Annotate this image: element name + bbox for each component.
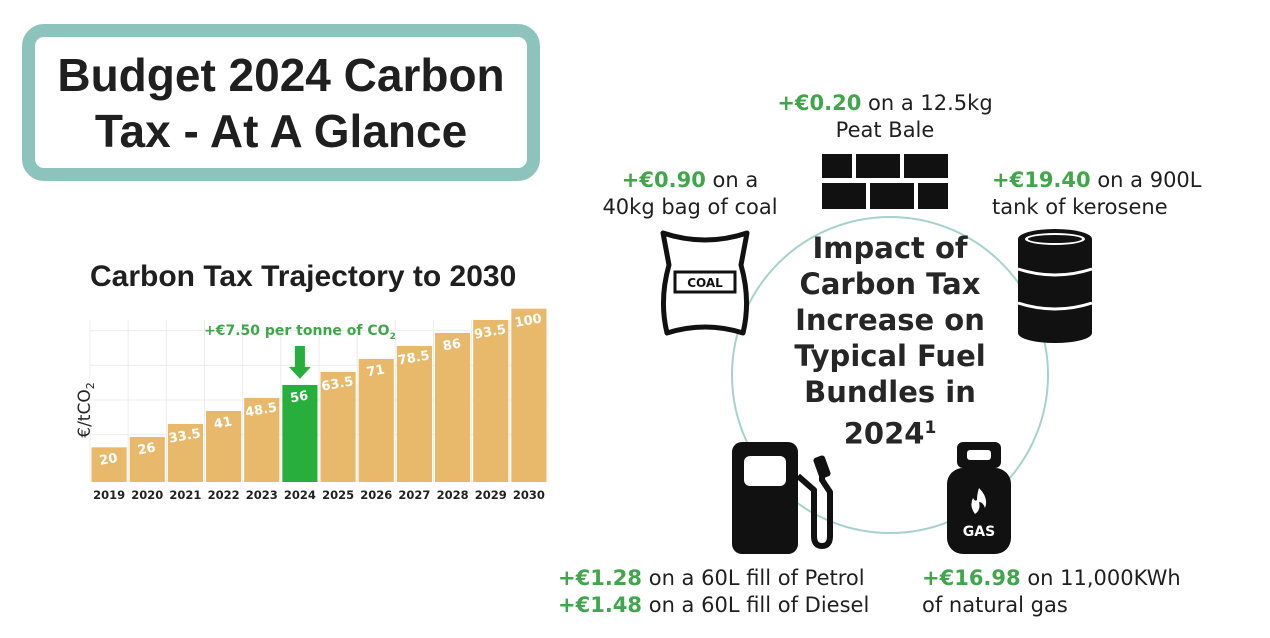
x-tick-label: 2024 [284,488,316,502]
peat-text-1: on a 12.5kg [868,91,993,115]
petrol-info: +€1.28 on a 60L fill of Petrol +€1.48 on… [558,565,869,619]
coal-bag-icon: COAL [660,230,750,336]
bar-2029 [473,319,509,482]
carbon-tax-chart: €/tCO2 20 2019 26 2020 33.5 2021 41 2022 48.5 202… [75,308,549,502]
kerosene-text-2: tank of kerosene [992,195,1168,219]
oil-barrel-icon [1017,229,1093,343]
bar-2023 [244,397,280,482]
x-tick-label: 2023 [246,488,278,502]
x-tick-label: 2028 [437,488,469,502]
kerosene-amount: +€19.40 [992,168,1091,192]
bar-value-label: 93.5 [473,322,507,342]
x-tick-label: 2026 [360,488,392,502]
gas-text-1: on 11,000KWh [1027,566,1181,590]
center-line-3: Increase on [795,303,985,337]
x-tick-label: 2029 [475,488,507,502]
peat-text-2: Peat Bale [835,118,935,142]
x-tick-label: 2022 [208,488,240,502]
x-tick-label: 2021 [169,488,201,502]
center-heading: Impact of Carbon Tax Increase on Typical… [775,230,1005,452]
bar-2028 [435,332,471,482]
center-footnote: 1 [924,418,937,438]
bar-2020 [129,436,165,482]
x-tick-label: 2025 [322,488,354,502]
gas-cylinder-icon: GAS [947,442,1011,554]
bar-value-label: 78.5 [397,348,431,368]
title-box: Budget 2024 Carbon Tax - At A Glance [22,24,540,181]
center-year: 2024 [843,416,925,451]
coal-text-2: 40kg bag of coal [602,195,778,219]
petrol-text-1: on a 60L fill of Petrol [648,566,865,590]
x-tick-label: 2030 [513,488,545,502]
bar-value-label: 71 [365,363,385,381]
kerosene-info: +€19.40 on a 900L tank of kerosene [992,167,1202,221]
bar-2025 [320,371,356,482]
coal-amount: +€0.90 [621,168,706,192]
coal-text-1: on a [712,168,759,192]
center-line-4: Typical Fuel [794,339,986,373]
center-line-1: Impact of [812,231,968,265]
gas-info: +€16.98 on 11,000KWh of natural gas [922,565,1181,619]
peat-bale-icon [822,154,948,209]
gas-text-2: of natural gas [922,593,1068,617]
bar-2019 [91,447,127,482]
peat-info: +€0.20 on a 12.5kg Peat Bale [770,90,1000,144]
bar-2027 [396,345,432,482]
coal-info: +€0.90 on a 40kg bag of coal [595,167,785,221]
down-arrow-icon [288,346,311,379]
petrol-amount: +€1.28 [558,566,643,590]
bar-value-label: 100 [514,311,543,330]
center-line-5: Bundles in [804,375,976,409]
bar-2024 [282,384,318,482]
diesel-text-1: on a 60L fill of Diesel [648,593,870,617]
diesel-amount: +€1.48 [558,593,643,617]
kerosene-text-1: on a 900L [1097,168,1202,192]
center-line-2: Carbon Tax [799,267,981,301]
x-tick-label: 2027 [398,488,430,502]
bar-value-label: 48.5 [244,400,278,420]
bar-value-label: 26 [136,441,156,459]
y-axis-label: €/tCO2 [75,382,97,437]
chart-annotation: +€7.50 per tonne of CO2 [204,323,396,342]
bar-2026 [358,358,394,482]
x-tick-label: 2019 [93,488,125,502]
cycle-circle [731,216,1049,534]
bar-value-label: 33.5 [168,426,202,446]
bar-value-label: 20 [98,451,118,469]
bar-value-label: 41 [213,415,233,433]
title-line-1: Budget 2024 Carbon [57,48,505,101]
title-line-2: Tax - At A Glance [94,104,468,157]
gas-amount: +€16.98 [922,566,1021,590]
fuel-pump-icon [732,442,833,554]
bar-value-label: 63.5 [320,374,354,394]
peat-amount: +€0.20 [777,91,862,115]
x-tick-label: 2020 [131,488,163,502]
coal-bag-label: COAL [687,276,723,290]
bar-value-label: 86 [442,337,462,355]
chart-title: Carbon Tax Trajectory to 2030 [90,260,517,293]
bar-2030 [511,308,547,482]
bar-2021 [167,423,203,482]
bar-2022 [206,410,242,482]
bar-value-label: 56 [289,389,309,407]
gas-cylinder-label: GAS [963,524,995,540]
